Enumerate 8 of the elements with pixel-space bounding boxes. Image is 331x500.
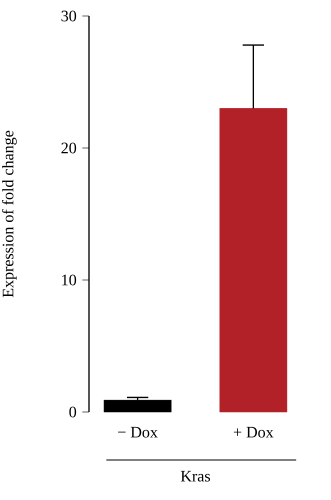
y-tick-label: 30 xyxy=(62,10,76,22)
y-tick-label: 0 xyxy=(69,406,76,418)
x-tick-label: − Dox xyxy=(118,426,158,438)
text: Kras xyxy=(180,470,210,482)
x-tick-label: + Dox xyxy=(234,426,274,438)
y-axis-title: Expression of fold change xyxy=(2,130,17,298)
y-tick-label: 10 xyxy=(62,274,76,286)
y-tick-label: 20 xyxy=(61,142,76,154)
